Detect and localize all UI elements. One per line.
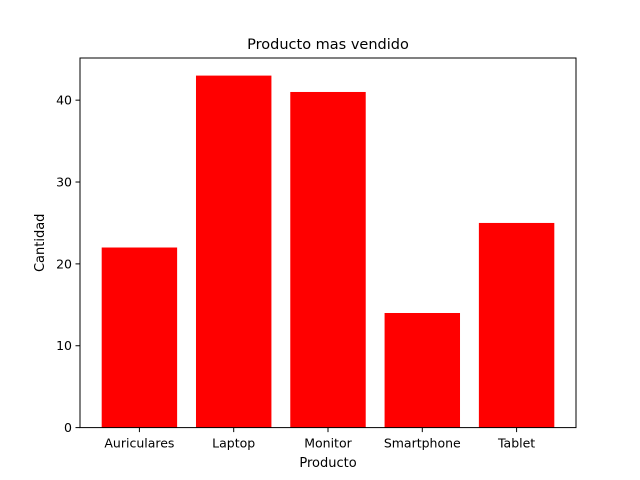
y-tick-label: 10 bbox=[56, 338, 72, 353]
x-tick-label: Monitor bbox=[304, 436, 352, 451]
bar-laptop bbox=[195, 75, 272, 428]
x-tick-label: Smartphone bbox=[384, 436, 461, 451]
x-tick-label: Laptop bbox=[212, 436, 255, 451]
chart-title: Producto mas vendido bbox=[247, 37, 409, 53]
y-axis-label: Cantidad bbox=[33, 214, 48, 272]
y-tick-label: 30 bbox=[56, 175, 72, 190]
plot-frame bbox=[79, 57, 577, 429]
bar-monitor bbox=[290, 91, 366, 428]
x-axis-label: Producto bbox=[299, 456, 356, 471]
y-tick-label: 40 bbox=[56, 93, 72, 108]
y-tick-label: 20 bbox=[56, 256, 72, 271]
bar-tablet bbox=[478, 222, 555, 428]
bar-auriculares bbox=[101, 247, 178, 428]
bars-group bbox=[101, 75, 555, 428]
x-tick-label: Auriculares bbox=[104, 436, 174, 451]
x-tick-label: Tablet bbox=[497, 436, 535, 451]
bar-smartphone bbox=[384, 312, 461, 428]
y-axis: 0 10 20 30 40 bbox=[56, 93, 80, 435]
y-tick-label: 0 bbox=[64, 420, 72, 435]
x-axis: Auriculares Laptop Monitor Smartphone Tablet bbox=[104, 427, 535, 451]
